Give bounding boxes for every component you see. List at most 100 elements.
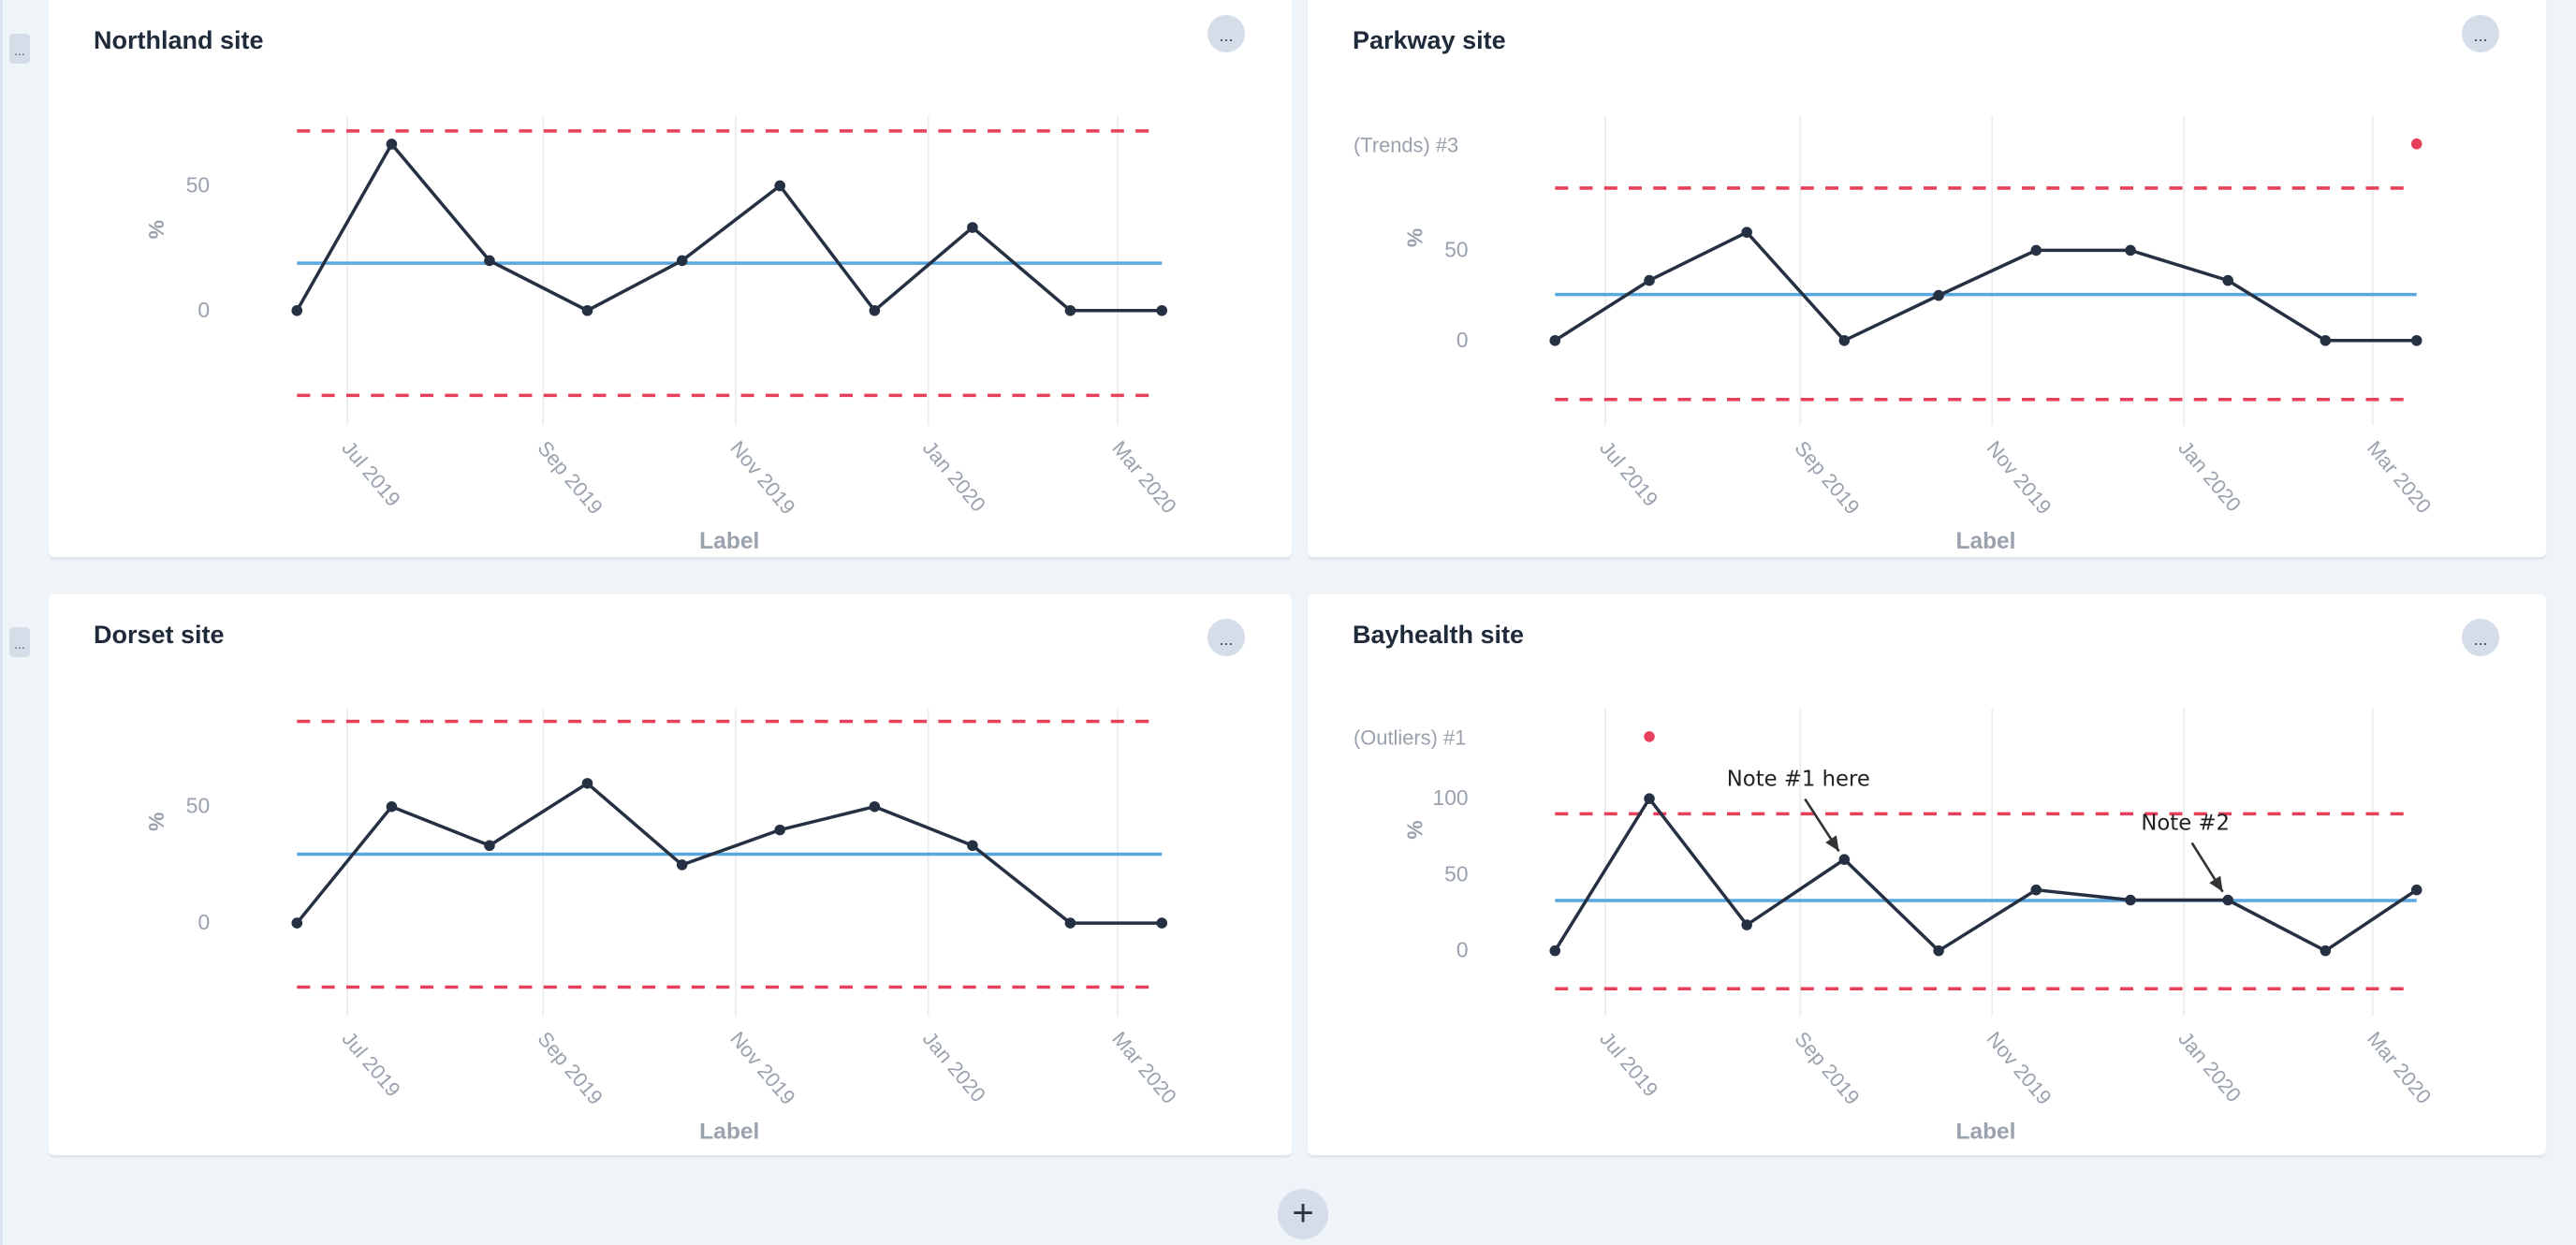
x-tick-label: Jul 2019 — [337, 436, 404, 511]
add-chart-button[interactable]: + — [1278, 1189, 1328, 1239]
x-tick-label: Mar 2020 — [1107, 436, 1181, 518]
data-point — [1644, 793, 1655, 804]
data-point — [2125, 894, 2136, 906]
data-point — [2030, 244, 2042, 256]
row-handle-2[interactable]: ... — [9, 627, 30, 657]
data-point — [2320, 945, 2332, 957]
x-axis-label: Label — [1956, 1120, 2016, 1145]
data-point — [1933, 289, 1944, 301]
y-tick-label: 50 — [1444, 861, 1468, 886]
x-tick-label: Sep 2019 — [533, 1027, 607, 1109]
series-line — [1554, 229, 2417, 343]
x-tick-label: Jul 2019 — [1595, 1027, 1662, 1101]
x-tick-label: Jul 2019 — [337, 1027, 405, 1101]
x-tick-label: Jan 2020 — [918, 1027, 990, 1106]
chart-bayhealth: Jul 2019 Sep 2019 Nov 2019 Jan 2020 Mar 2020… — [1354, 709, 2437, 1145]
marker-row-label: (Outliers) #1 — [1354, 726, 1466, 750]
chart-card-bayhealth: Bayhealth site ... Jul 2019 Sep 2019 Nov 2… — [1308, 594, 2546, 1155]
data-point — [2320, 334, 2332, 346]
y-tick-label: 100 — [1433, 785, 1469, 810]
y-tick-label: 0 — [1456, 328, 1469, 352]
data-point — [774, 180, 785, 192]
annotation-arrowhead — [2209, 875, 2223, 892]
card-menu-button[interactable]: ... — [2462, 15, 2499, 52]
data-point — [1933, 945, 1944, 957]
chart-northland: Jul 2019 Sep 2019 Nov 2019 Jan 2020 Mar 2020… — [144, 115, 1181, 554]
data-point — [1741, 227, 1752, 238]
outlier-marker — [1644, 731, 1655, 742]
x-tick-label: Nov 2019 — [725, 436, 800, 519]
x-tick-label: Mar 2020 — [1107, 1027, 1181, 1108]
annotation-arrowhead — [1825, 835, 1839, 852]
data-point — [2410, 334, 2422, 346]
data-point — [2030, 884, 2042, 896]
x-tick-label: Jan 2020 — [918, 436, 990, 516]
y-axis-label: % — [1403, 228, 1427, 247]
data-point — [484, 255, 495, 267]
x-tick-label: Sep 2019 — [1790, 1027, 1864, 1109]
x-tick-label: Nov 2019 — [725, 1027, 800, 1109]
chart-card-dorset: Dorset site ... Jul 2019 Sep 2019 Nov 2019… — [49, 594, 1292, 1155]
data-point — [2410, 884, 2422, 896]
data-point — [1838, 854, 1851, 865]
y-tick-label: 50 — [186, 794, 210, 818]
x-tick-label: Sep 2019 — [533, 436, 607, 519]
y-tick-label: 0 — [198, 910, 210, 934]
y-tick-label: 50 — [1444, 237, 1468, 261]
x-tick-label: Sep 2019 — [1790, 436, 1864, 519]
data-point — [1156, 304, 1168, 316]
data-point — [581, 304, 593, 316]
x-tick-label: Nov 2019 — [1982, 436, 2056, 519]
data-point — [1741, 919, 1752, 930]
data-point — [2125, 244, 2136, 256]
x-tick-label: Jan 2020 — [2174, 436, 2246, 516]
card-title: Dorset site — [94, 621, 225, 649]
page-left-border — [0, 0, 3, 1245]
card-title: Bayhealth site — [1353, 621, 1525, 649]
card-menu-button[interactable]: ... — [2462, 619, 2499, 656]
card-title: Northland site — [94, 26, 264, 54]
chart-dorset: Jul 2019 Sep 2019 Nov 2019 Jan 2020 Mar 2020… — [144, 709, 1181, 1145]
outlier-marker — [2410, 138, 2422, 150]
data-point — [1549, 334, 1561, 346]
annotation-note: Note #1 here — [1727, 768, 1870, 792]
data-point — [1064, 917, 1076, 929]
data-point — [386, 800, 398, 813]
data-point — [1838, 334, 1851, 346]
data-point — [484, 840, 495, 852]
data-point — [291, 917, 303, 929]
x-axis-label: Label — [699, 529, 759, 554]
data-point — [2222, 274, 2233, 286]
data-point — [869, 304, 881, 316]
x-tick-label: Nov 2019 — [1982, 1027, 2056, 1109]
data-point — [967, 222, 978, 233]
row-handle-1[interactable]: ... — [9, 34, 30, 64]
series-line — [295, 781, 1163, 925]
data-point — [386, 139, 398, 150]
data-point — [1549, 945, 1561, 957]
x-axis-label: Label — [1956, 529, 2016, 554]
x-tick-label: Jul 2019 — [1595, 436, 1662, 511]
x-axis-label: Label — [699, 1120, 759, 1145]
y-axis-label: % — [144, 813, 168, 831]
x-tick-label: Jan 2020 — [2174, 1027, 2246, 1106]
data-point — [676, 255, 688, 267]
data-point — [291, 304, 303, 316]
chart-parkway: Jul 2019 Sep 2019 Nov 2019 Jan 2020 Mar 2020… — [1354, 115, 2436, 554]
x-tick-label: Mar 2020 — [2363, 1027, 2437, 1108]
data-point — [1064, 304, 1076, 316]
annotation-note: Note #2 — [2141, 811, 2230, 835]
x-tick-label: Mar 2020 — [2363, 436, 2436, 518]
card-menu-button[interactable]: ... — [1208, 619, 1245, 656]
card-menu-button[interactable]: ... — [1208, 15, 1245, 52]
card-title: Parkway site — [1353, 26, 1506, 54]
series-line — [1553, 796, 2418, 953]
data-point — [2222, 894, 2233, 906]
data-point — [676, 859, 688, 871]
y-tick-label: 50 — [186, 173, 210, 198]
data-point — [1644, 274, 1655, 286]
chart-card-parkway: Parkway site ... Jul 2019 Sep 2019 Nov 201… — [1308, 0, 2546, 557]
chart-card-northland: Northland site ... Jul 2019 Sep 2019 Nov 2… — [49, 0, 1292, 557]
y-axis-label: % — [1402, 820, 1427, 839]
data-point — [774, 824, 785, 836]
